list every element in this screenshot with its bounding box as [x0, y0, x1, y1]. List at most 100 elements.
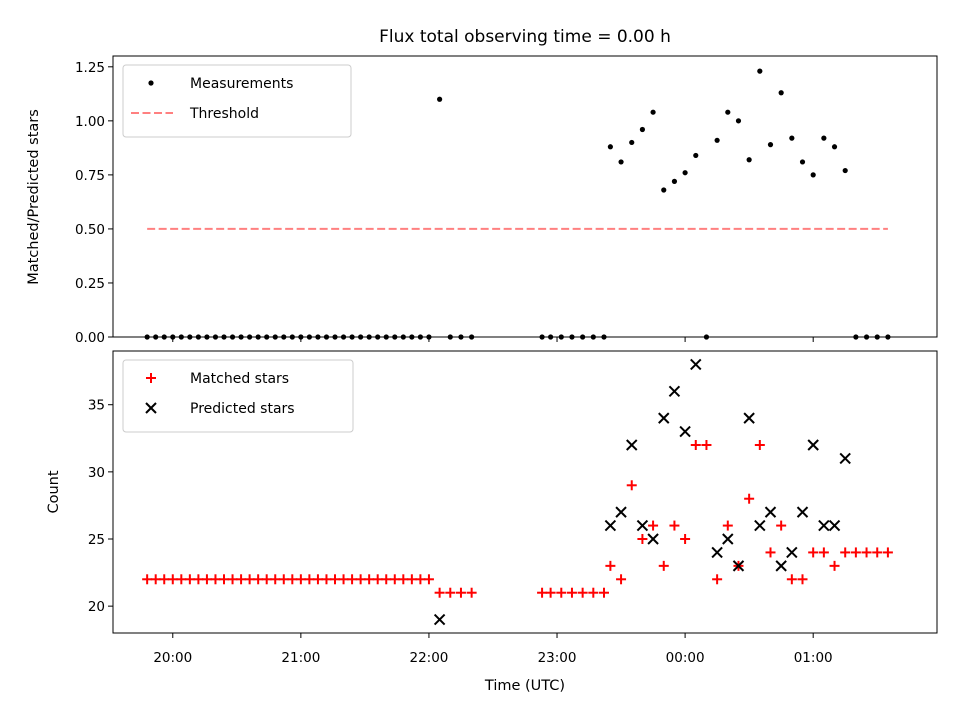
matched-star-point [545, 587, 556, 598]
x-tick-label: 01:00 [794, 650, 833, 666]
measurement-point [767, 142, 774, 148]
x-axis: 20:00 21:00 22:00 23:00 00:00 01:00 [153, 650, 832, 666]
matched-star-point [236, 574, 247, 585]
measurement-point [693, 152, 699, 159]
predicted-star-point [786, 546, 798, 559]
matched-star-point [312, 574, 323, 585]
matched-star-point [797, 574, 808, 585]
predicted-star-point [796, 506, 809, 518]
matched-star-point [850, 547, 861, 558]
measurement-point [639, 126, 646, 133]
matched-star-point [261, 574, 272, 585]
predicted-star-point [732, 560, 745, 572]
measurement-point [735, 118, 742, 124]
top-plot-frame [112, 55, 938, 338]
predicted-star-point [626, 439, 638, 451]
predicted-star-point [711, 546, 723, 559]
legend-box [122, 64, 352, 138]
matched-star-point [381, 574, 392, 585]
measurement-point [789, 135, 795, 141]
matched-star-point [338, 574, 349, 585]
chart-title: Flux total observing time = 0.00 h [379, 27, 671, 47]
matched-star-point [193, 574, 204, 585]
measurement-point [831, 144, 838, 150]
matched-star-point [818, 547, 829, 558]
measurement-point [682, 170, 688, 176]
measurement-point [671, 178, 678, 184]
matched-star-point [466, 587, 477, 598]
matched-star-point [445, 587, 456, 598]
measurement-point [607, 144, 613, 150]
x-tick-label: 21:00 [281, 650, 320, 666]
matched-star-point [637, 534, 648, 544]
y-tick-label: 0.25 [75, 276, 105, 292]
measurement-point [778, 90, 784, 96]
matched-star-point [244, 574, 255, 585]
matched-star-point [701, 440, 712, 450]
matched-star-point [712, 574, 723, 585]
matched-star-point [882, 547, 893, 558]
matched-star-point [406, 574, 417, 585]
legend-label: Matched stars [190, 371, 289, 387]
matched-star-point [398, 574, 409, 585]
measurement-point [810, 172, 816, 178]
matched-star-point [347, 574, 358, 585]
matched-star-point [330, 574, 341, 585]
x-axis-title: Time (UTC) [484, 678, 565, 694]
y-tick-label: 20 [88, 599, 105, 615]
matched-star-point [176, 574, 187, 585]
matched-star-point [434, 587, 445, 598]
matched-star-point [389, 574, 400, 585]
matched-star-point [722, 520, 733, 531]
legend-x-marker [145, 402, 157, 414]
matched-star-point [605, 560, 616, 571]
matched-star-point [253, 574, 264, 585]
measurement-point [714, 137, 720, 143]
measurement-point [618, 159, 624, 165]
matched-star-point [159, 574, 170, 585]
measurement-point [725, 109, 731, 115]
bottom-panel: 20 25 30 35 Count Matched stars Predicted st… [46, 350, 938, 638]
y-tick-label: 35 [88, 398, 105, 414]
bottom-plot-area [142, 358, 893, 626]
matched-star-point [537, 587, 548, 598]
matched-star-point [598, 587, 609, 598]
predicted-star-point [754, 519, 766, 532]
predicted-star-point [818, 519, 830, 532]
y-tick-label: 0.00 [75, 330, 105, 346]
legend-box [122, 359, 354, 433]
matched-star-point [364, 574, 375, 585]
matched-star-point [415, 574, 426, 585]
matched-star-point [201, 574, 212, 585]
y-tick-label: 0.75 [75, 168, 105, 184]
legend-dot-marker [148, 80, 154, 86]
top-ylabel: Matched/Predicted stars [26, 109, 42, 285]
predicted-star-point [604, 519, 617, 532]
matched-star-point [669, 520, 680, 531]
matched-star-point [219, 574, 230, 585]
predicted-star-point [839, 452, 851, 465]
matched-star-point [588, 587, 599, 598]
y-tick-label: 0.50 [75, 222, 105, 238]
x-tick-label: 20:00 [153, 650, 192, 666]
predicted-star-point [764, 506, 777, 518]
matched-star-point [142, 574, 153, 585]
matched-star-point [616, 574, 627, 585]
matched-star-point [808, 547, 819, 558]
matched-star-point [287, 574, 298, 585]
matched-star-point [776, 520, 787, 531]
measurement-point [757, 68, 763, 74]
top-panel: 0.00 0.25 0.50 0.75 1.00 1.25 Matched/Predict… [26, 55, 938, 346]
predicted-star-point [828, 519, 841, 532]
predicted-star-point [636, 519, 649, 532]
matched-star-point [556, 587, 567, 598]
measurement-point [437, 96, 443, 102]
matched-star-point [577, 587, 588, 598]
bottom-plot-frame [112, 350, 938, 634]
predicted-star-point [807, 439, 819, 451]
predicted-star-point [743, 412, 755, 424]
measurement-point [842, 167, 848, 174]
matched-star-point [786, 574, 797, 585]
legend-plus-marker [146, 373, 156, 383]
